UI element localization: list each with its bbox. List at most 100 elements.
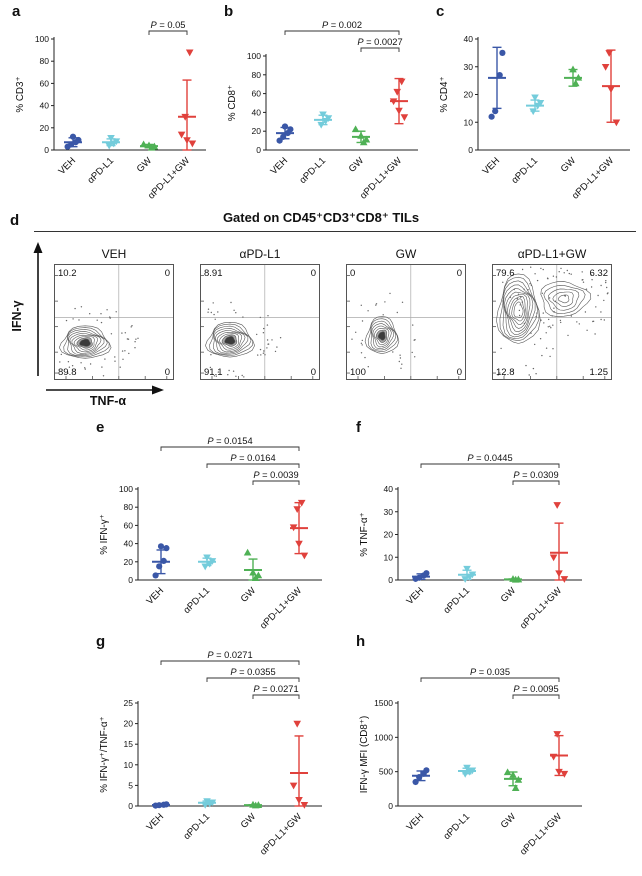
ifn-gamma-label: IFN-γ: [10, 300, 24, 331]
scatter-dots: [502, 267, 609, 337]
flow-plot-apdl1-gw: 79.6 6.32 12.8 1.25: [492, 264, 612, 380]
contour-blob: [496, 273, 541, 344]
flow-col-apdl1-gw: αPD-L1+GW 79.6 6.32 12.8 1.25: [492, 247, 612, 380]
points-αPD-L1+GW: [549, 502, 569, 583]
points-αPD-L1+GW: [389, 78, 409, 122]
errorbar-αPD-L1+GW: [290, 735, 308, 807]
points-αPD-L1+GW: [549, 731, 569, 778]
axes: [135, 701, 322, 807]
flow-plot-apdl1: 8.91 0 91.1 0: [200, 264, 320, 380]
svg-text:100: 100: [35, 34, 49, 44]
svg-text:40: 40: [464, 34, 474, 44]
panel-f-letter: f: [356, 419, 361, 436]
points-VEH: [412, 570, 430, 582]
svg-text:15: 15: [124, 739, 134, 749]
svg-text:40: 40: [384, 484, 394, 494]
svg-text:VEH: VEH: [145, 811, 167, 833]
chart-h-svg: 0 500 1000 1500 IFN-γ MFI (CD8⁺) VEH αPD-L1 GW α…: [359, 667, 582, 858]
divider: [34, 231, 636, 232]
panel-d-letter: d: [10, 212, 20, 229]
svg-text:1.25: 1.25: [590, 367, 609, 378]
svg-text:20: 20: [124, 557, 134, 567]
bottom-row: g 0 5 10 15 20 25% IFN-γ⁺/TNF-α⁺ VEH αPD-L1 GW αP…: [0, 634, 642, 858]
axes: [395, 487, 582, 581]
points-αPD-L1+GW: [289, 499, 309, 560]
svg-text:30: 30: [464, 62, 474, 72]
scatter-dots: [497, 266, 567, 376]
svg-text:αPD-L1+GW: αPD-L1+GW: [258, 811, 304, 857]
svg-text:40: 40: [252, 107, 262, 117]
p-value-label: P = 0.0309: [513, 470, 558, 480]
svg-text:GW: GW: [347, 155, 366, 174]
svg-text:αPD-L1+GW: αPD-L1+GW: [518, 585, 564, 631]
flow-col-gw: GW 0 0 100 0: [346, 247, 466, 380]
chart-e-svg: 0 20 40 60 80 100 % IFN-γ⁺ VEH αPD-L1 GW αPD-L1+GW…: [99, 436, 322, 632]
flow-name-apdl1-gw: αPD-L1+GW: [517, 247, 587, 261]
points-GW: [509, 575, 523, 583]
svg-text:αPD-L1: αPD-L1: [297, 155, 328, 186]
svg-text:0: 0: [128, 575, 133, 585]
svg-text:80: 80: [124, 502, 134, 512]
points-VEH: [152, 543, 170, 579]
points-αPD-L1: [529, 94, 545, 116]
svg-text:GW: GW: [559, 155, 578, 174]
p-value-label: P = 0.05: [151, 20, 186, 30]
panel-e-letter: e: [96, 419, 105, 436]
svg-text:GW: GW: [239, 585, 258, 604]
p-bracket: [252, 480, 300, 485]
svg-text:αPD-L1+GW: αPD-L1+GW: [518, 811, 564, 857]
panel-g: g 0 5 10 15 20 25 % IFN-γ⁺/TNF-α⁺ VEH αPD-L1 GW αP…: [94, 634, 330, 858]
scatter-dots: [351, 292, 416, 369]
svg-text:91.1: 91.1: [204, 367, 223, 378]
panel-c-letter: c: [436, 3, 445, 20]
chart-ifng-tnfa: 0 5 10 15 20 25 % IFN-γ⁺/TNF-α⁺ VEH αPD-L1 GW αPD-…: [94, 634, 330, 858]
svg-text:25: 25: [124, 698, 134, 708]
svg-text:20: 20: [124, 719, 134, 729]
panel-a-letter: a: [12, 3, 21, 20]
svg-text:% CD3⁺: % CD3⁺: [15, 76, 26, 112]
svg-text:0: 0: [256, 145, 261, 155]
points-αPD-L1: [461, 565, 477, 583]
panel-c: c 0 10 20 30 40% CD4⁺ VEH αPD-L1 GW αPD-L1+GW: [434, 4, 638, 202]
svg-text:8.91: 8.91: [204, 268, 223, 279]
svg-text:40: 40: [40, 101, 50, 111]
svg-text:0: 0: [311, 367, 316, 378]
axes: [263, 54, 418, 151]
points-αPD-L1: [201, 798, 217, 809]
scatter-dots: [59, 306, 139, 377]
panel-b-letter: b: [224, 3, 234, 20]
flow-svg-2: 0 0 100 0: [346, 264, 466, 380]
tnf-alpha-label: TNF-α: [90, 394, 126, 408]
panel-b: b 0 20 40 60 80 100% CD8⁺ VEH αPD-L1 GW αPD-L1+GW…: [222, 4, 426, 202]
flow-x-axis: TNF-α: [44, 382, 642, 408]
svg-text:79.6: 79.6: [496, 268, 515, 279]
chart-ifng-mfi: 0 500 1000 1500 IFN-γ MFI (CD8⁺) VEH αPD-L1 GW α…: [354, 634, 590, 858]
svg-text:GW: GW: [499, 585, 518, 604]
svg-text:6.32: 6.32: [590, 268, 609, 279]
points-αPD-L1: [461, 764, 477, 778]
p-bracket: [360, 47, 400, 52]
errorbar-VEH: [488, 46, 506, 110]
p-bracket: [160, 660, 300, 665]
chart-tnfa: 0 10 20 30 40 % TNF-α⁺ VEH αPD-L1 GW αPD-L1+GW P =…: [354, 420, 590, 632]
svg-text:αPD-L1: αPD-L1: [441, 811, 472, 842]
svg-text:1000: 1000: [374, 732, 393, 742]
svg-text:GW: GW: [499, 811, 518, 830]
chart-ifng: 0 20 40 60 80 100 % IFN-γ⁺ VEH αPD-L1 GW αPD-L1+GW…: [94, 420, 330, 632]
points-GW: [351, 125, 371, 146]
points-GW: [249, 800, 263, 809]
svg-text:60: 60: [252, 89, 262, 99]
svg-text:αPD-L1: αPD-L1: [441, 585, 472, 616]
flow-name-veh: VEH: [101, 247, 127, 261]
svg-text:0: 0: [388, 575, 393, 585]
p-value-label: P = 0.0445: [467, 453, 512, 463]
mid-row: e 0 20 40 60 80 100% IFN-γ⁺ VEH αPD-L1 GW αPD-L1+…: [0, 420, 642, 632]
flow-plot-veh: 10.2 0 89.8 0: [54, 264, 174, 380]
panel-d: d Gated on CD45⁺CD3⁺CD8⁺ TILs IFN-γ VEH …: [0, 210, 642, 408]
flow-y-axis: IFN-γ: [8, 240, 46, 380]
flow-name-gw: GW: [395, 247, 417, 261]
axes: [135, 487, 322, 581]
svg-text:0: 0: [311, 268, 316, 279]
